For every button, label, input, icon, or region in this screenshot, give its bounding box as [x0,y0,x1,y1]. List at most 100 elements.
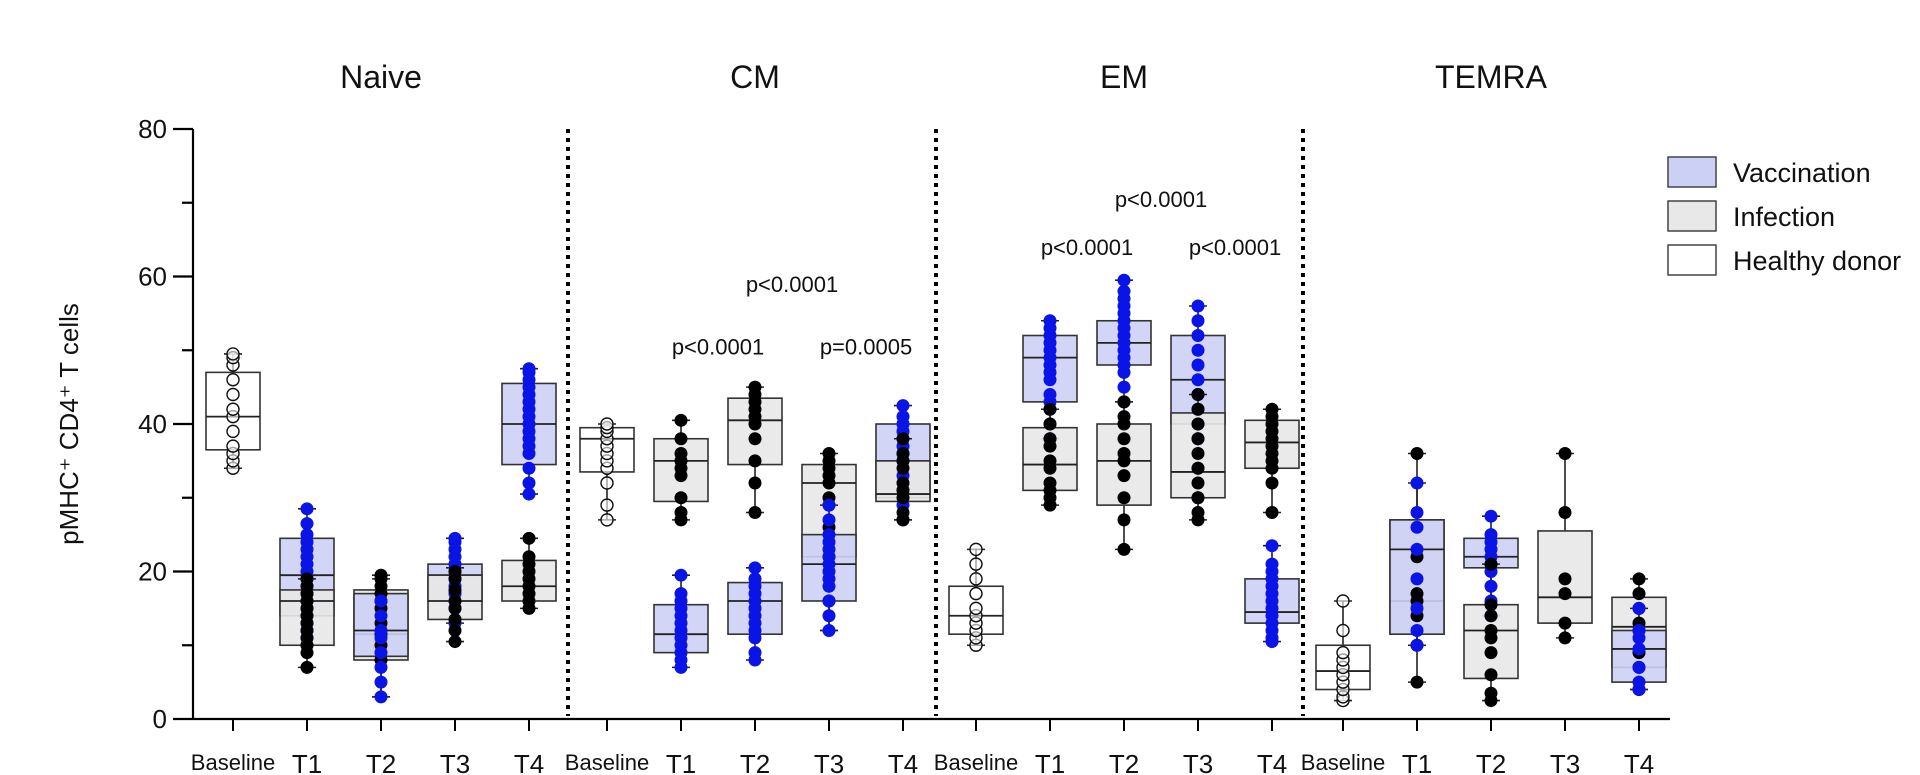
data-point [300,528,314,542]
panel-title: TEMRA [1435,59,1548,95]
data-point [600,513,614,527]
data-point [1410,476,1424,490]
data-point [1043,417,1057,431]
points-vaccination [1265,539,1279,649]
x-tick-label: T4 [1624,749,1654,775]
data-point [1410,601,1424,615]
data-point [448,594,462,608]
points-vaccination [374,594,388,704]
data-point [1410,675,1424,689]
data-point [374,624,388,637]
data-point [522,487,536,501]
data-point [674,447,688,460]
data-point [896,476,910,490]
points-healthy [600,417,614,527]
legend-swatch [1667,244,1717,276]
data-point [896,447,910,460]
x-tick-label: T3 [814,749,844,775]
data-point [1043,454,1057,468]
data-point [448,531,462,545]
data-point [1265,476,1279,490]
data-point [522,531,536,545]
data-point [1410,624,1424,637]
data-point [600,498,614,512]
data-point [748,432,762,446]
data-point [896,432,910,446]
data-point [1265,557,1279,571]
data-point [1117,469,1131,483]
panel-title: Naive [340,59,422,95]
panel-naive: Naive Baseline T1 T2 T3 T4 [191,59,557,775]
data-point [674,568,688,582]
panel-layer: Naive Baseline T1 T2 T3 T4 CM Baseline T1 T2 T3 T4 p… [191,59,1667,775]
points-infection [522,531,536,615]
x-tick-label: Baseline [934,750,1018,775]
panel-temra: TEMRA Baseline T1 T2 T3 T4 [1301,59,1667,775]
data-point [822,594,836,608]
data-point [1043,314,1057,328]
data-point [1191,402,1205,416]
data-point [674,432,688,446]
data-point [300,517,314,531]
data-point [1558,506,1572,519]
data-point [1191,506,1205,519]
data-point [1410,587,1424,601]
data-point [374,568,388,582]
data-point [1191,461,1205,475]
data-point [1117,273,1131,287]
data-point [1484,557,1498,571]
data-point [1410,542,1424,556]
data-point [374,660,388,674]
panel-title: CM [730,59,780,95]
data-point [1558,631,1572,645]
data-point [748,646,762,660]
data-point [448,624,462,637]
data-point [1191,314,1205,328]
data-point [1632,642,1646,656]
y-axis: 0 20 40 60 80 pMHC⁺ CD4⁺ T cells [54,114,1670,734]
points-healthy [1336,594,1350,708]
points-vaccination [1410,476,1424,652]
data-point [1117,395,1131,409]
data-point [1117,432,1131,446]
points-vaccination [674,568,688,674]
data-point [1117,491,1131,505]
data-point [1043,388,1057,401]
x-tick-label: T1 [292,749,322,775]
data-point [1117,447,1131,460]
data-point [600,476,614,490]
data-point [374,646,388,660]
data-point [822,528,836,542]
data-point [522,476,536,490]
points-infection [674,413,688,527]
y-axis-label: pMHC⁺ CD4⁺ T cells [54,303,84,545]
p-value-annotation: p=0.0005 [820,335,912,360]
data-point [1117,410,1131,424]
data-point [1117,284,1131,298]
data-point [1191,491,1205,505]
points-vaccination [748,561,762,667]
data-point [1191,432,1205,446]
data-point [448,635,462,649]
data-point [969,542,983,557]
data-point [969,586,983,601]
data-point [522,550,536,564]
data-point [748,561,762,575]
data-point [1484,646,1498,660]
data-point [1117,380,1131,394]
data-point [1558,572,1572,586]
data-point [1265,506,1279,519]
p-value-annotation: p<0.0001 [746,272,838,297]
data-point [448,583,462,597]
data-point [748,572,762,586]
legend-item: Vaccination [1667,156,1871,188]
data-point [748,476,762,490]
points-infection [300,572,314,674]
legend-item: Infection [1667,200,1835,232]
data-point [1484,528,1498,542]
x-tick-label: Baseline [565,750,649,775]
data-point [822,498,836,512]
points-infection [1117,395,1131,556]
data-point [748,454,762,468]
data-point [1191,417,1205,431]
